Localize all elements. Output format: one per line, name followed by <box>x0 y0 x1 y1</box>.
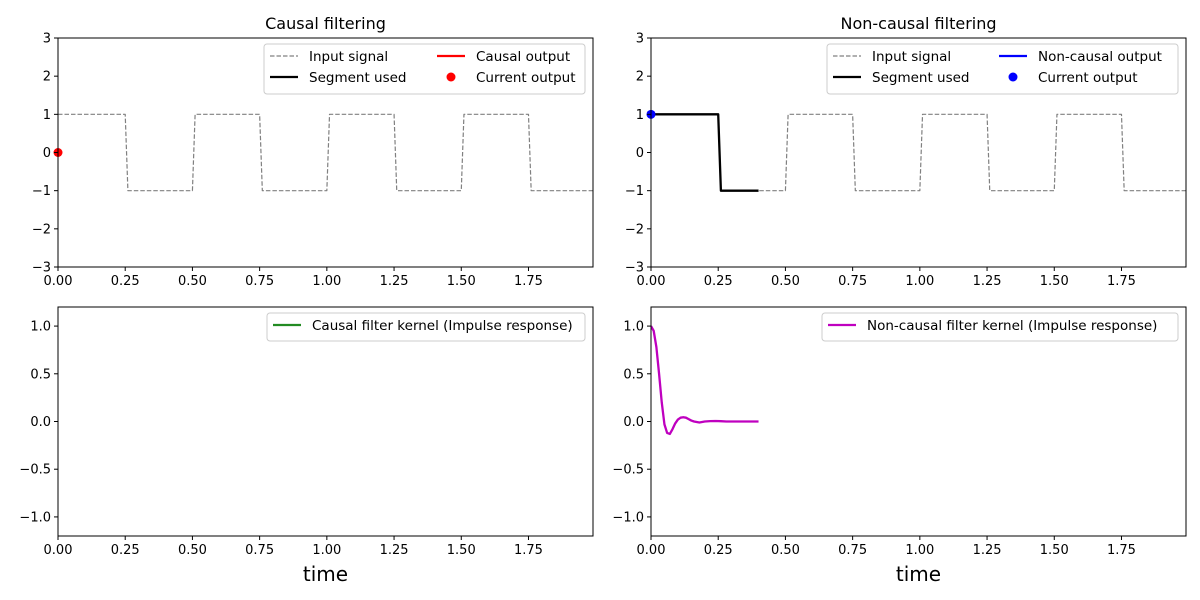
x-tick-label: 1.00 <box>905 543 934 558</box>
legend-label: Input signal <box>872 49 951 65</box>
legend: Input signal Segment used Non-causal outpu… <box>826 43 1179 95</box>
x-tick-label: 1.75 <box>514 543 543 558</box>
y-tick-label: 0.5 <box>623 367 644 382</box>
legend-box <box>826 43 1179 95</box>
x-tick-label: 1.50 <box>1040 543 1069 558</box>
y-tick-label: 0 <box>636 146 644 161</box>
x-tick-label: 0.75 <box>245 543 274 558</box>
input-signal-line <box>58 113 593 192</box>
x-tick-label: 0.00 <box>637 274 666 289</box>
legend-marker-current-output <box>446 72 456 82</box>
legend-marker-current-output <box>1008 72 1018 82</box>
x-tick-label: 1.25 <box>973 543 1002 558</box>
x-tick-label: 1.75 <box>1107 274 1136 289</box>
x-tick-label: 0.00 <box>44 274 73 289</box>
series-group <box>58 113 593 192</box>
y-tick-label: 3 <box>43 32 51 47</box>
legend-box <box>821 312 1179 342</box>
x-tick-label: 0.50 <box>771 543 800 558</box>
segment-used-line <box>651 113 759 192</box>
legend-label: Non-causal output <box>1038 49 1162 65</box>
legend-label: Non-causal filter kernel (Impulse respon… <box>867 318 1157 334</box>
x-tick-label: 0.00 <box>44 543 73 558</box>
legend-label: Segment used <box>872 70 970 86</box>
panel-causal-kernel: 0.00 0.25 0.50 0.75 1.00 1.25 1.50 1.75 −1.0 −0.5… <box>19 306 594 586</box>
x-tick-label: 0.25 <box>704 543 733 558</box>
y-tick-label: −1.0 <box>19 510 51 525</box>
x-tick-label: 0.25 <box>704 274 733 289</box>
x-tick-label: 0.00 <box>637 543 666 558</box>
x-tick-label: 1.00 <box>312 543 341 558</box>
legend-box <box>263 43 586 95</box>
plot-area <box>58 307 593 536</box>
y-tick-label: −1 <box>32 184 51 199</box>
y-tick-label: 0.0 <box>30 415 51 430</box>
x-tick-label: 1.25 <box>380 274 409 289</box>
x-tick-label: 0.75 <box>245 274 274 289</box>
legend-label: Current output <box>476 70 576 86</box>
y-tick-label: 1 <box>636 108 644 123</box>
series-group <box>651 325 759 436</box>
legend-label: Segment used <box>309 70 407 86</box>
x-tick-label: 0.50 <box>178 274 207 289</box>
y-tick-label: −3 <box>625 261 644 276</box>
legend-label: Causal filter kernel (Impulse response) <box>312 318 573 334</box>
x-tick-label: 1.00 <box>905 274 934 289</box>
x-tick-label: 0.50 <box>771 274 800 289</box>
x-tick-label: 1.00 <box>312 274 341 289</box>
y-tick-label: 0 <box>43 146 51 161</box>
x-tick-label: 1.50 <box>447 543 476 558</box>
x-tick-label: 1.75 <box>514 274 543 289</box>
x-tick-label: 0.75 <box>838 274 867 289</box>
y-tick-label: 3 <box>636 32 644 47</box>
panel-noncausal-kernel: 0.00 0.25 0.50 0.75 1.00 1.25 1.50 1.75 −1.0 −0.5… <box>612 306 1187 586</box>
series-group <box>651 113 1186 192</box>
y-tick-label: 2 <box>43 70 51 85</box>
y-tick-label: 0.0 <box>623 415 644 430</box>
legend: Causal filter kernel (Impulse response) <box>266 312 586 342</box>
x-tick-label: 1.50 <box>1040 274 1069 289</box>
chart-title: Non-causal filtering <box>840 14 996 33</box>
x-tick-label: 1.25 <box>380 543 409 558</box>
y-tick-label: 1.0 <box>30 320 51 335</box>
y-tick-label: −1.0 <box>612 510 644 525</box>
panel-noncausal-signal: Non-causal filtering 0.00 0.25 0.50 0.75 1.00… <box>625 14 1187 289</box>
x-tick-label: 0.25 <box>111 274 140 289</box>
x-axis-label: time <box>303 562 348 586</box>
y-tick-label: 1 <box>43 108 51 123</box>
panel-causal-signal: Causal filtering 0.00 0.25 0.50 0.75 1.00 1.25… <box>32 14 594 289</box>
legend-label: Current output <box>1038 70 1138 86</box>
x-tick-label: 1.25 <box>973 274 1002 289</box>
legend: Non-causal filter kernel (Impulse respon… <box>821 312 1179 342</box>
x-tick-label: 0.25 <box>111 543 140 558</box>
y-tick-label: −2 <box>625 222 644 237</box>
legend: Input signal Segment used Causal output Cur… <box>263 43 586 95</box>
y-tick-label: −3 <box>32 261 51 276</box>
y-tick-label: −2 <box>32 222 51 237</box>
y-tick-label: −1 <box>625 184 644 199</box>
x-tick-label: 1.50 <box>447 274 476 289</box>
x-tick-label: 1.75 <box>1107 543 1136 558</box>
y-tick-label: 1.0 <box>623 320 644 335</box>
legend-box <box>266 312 586 342</box>
x-axis-label: time <box>896 562 941 586</box>
y-tick-label: −0.5 <box>19 463 51 478</box>
y-tick-label: −0.5 <box>612 463 644 478</box>
legend-label: Causal output <box>476 49 570 65</box>
non-causal-filter-kernel-impulse-response-line <box>651 325 759 436</box>
y-tick-label: 0.5 <box>30 367 51 382</box>
chart-title: Causal filtering <box>265 14 386 33</box>
x-tick-label: 0.75 <box>838 543 867 558</box>
y-tick-label: 2 <box>636 70 644 85</box>
x-tick-label: 0.50 <box>178 543 207 558</box>
legend-label: Input signal <box>309 49 388 65</box>
